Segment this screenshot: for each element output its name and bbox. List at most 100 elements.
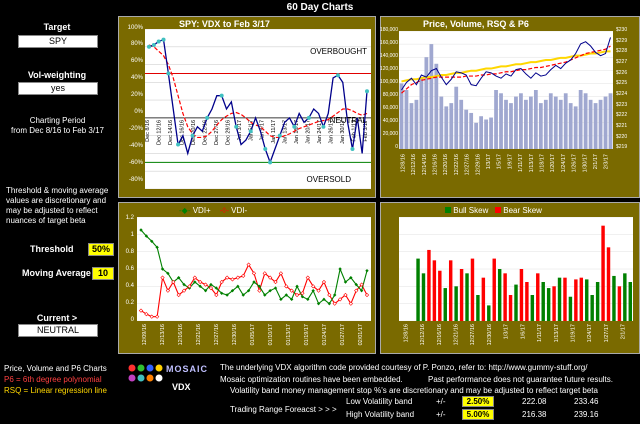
volume-bar [429, 44, 434, 149]
vdi-plus-point [230, 288, 235, 293]
volume-bar [459, 99, 464, 149]
vdi-chart-panel: -◆- VDI+ -◊- VDI- 1.2 1 0.8 0.6 0.4 0.2 … [118, 202, 376, 354]
vdx-point [350, 147, 355, 151]
vdx-point [234, 124, 239, 129]
low-band-pct[interactable]: 2.50% [462, 396, 494, 407]
vdi-ytick: 1.2 [125, 215, 134, 221]
volume-bar [484, 119, 488, 149]
page-title: 60 Day Charts [286, 2, 354, 13]
vdi-minus-point [192, 275, 197, 280]
volume-bar [598, 99, 603, 149]
vdi-xtick: 02/01/17 [358, 324, 364, 345]
price-xtick: 1/30/17 [582, 154, 588, 172]
vdx-point [161, 37, 166, 42]
vdx-point [147, 44, 151, 49]
volume-bar [519, 93, 523, 149]
vdx-point [166, 71, 171, 76]
bull-skew-bar [530, 295, 535, 321]
volume-bar [449, 103, 454, 149]
price-ytick: 180,000 [379, 27, 398, 33]
volume-bar [573, 106, 578, 149]
vdi-plus-point [365, 269, 369, 273]
threshold-input[interactable]: 50% [88, 243, 114, 256]
high-band-hi: 239.16 [574, 410, 599, 419]
vdi-minus-point [316, 288, 321, 293]
vdi-plus-legend-marker: -◆- [179, 206, 191, 215]
period-label: Charting Period [29, 116, 86, 125]
vdi-plus-point [316, 301, 321, 306]
bull-legend: Bull Skew [453, 206, 489, 215]
skew-xtick: 1/13/17 [554, 324, 560, 342]
volume-bar [414, 99, 419, 149]
price-ytick: 160,000 [379, 40, 398, 46]
price-y2tick: $219 [616, 144, 628, 151]
volume-bar [434, 63, 439, 149]
price-xtick: 1/26/17 [572, 154, 578, 172]
price-x-axis: 12/8/16 12/12/16 12/14/16 12/16/16 12/20/16 1… [400, 154, 609, 175]
bull-skew-bar [546, 288, 551, 321]
high-band-pct[interactable]: 5.00% [462, 409, 494, 420]
vdi-minus-point [327, 292, 332, 298]
price-y2tick: $222 [616, 112, 628, 119]
price-xtick: 12/20/16 [443, 154, 449, 175]
price-ytick: 60,000 [382, 105, 398, 111]
vdi-plus-point [322, 297, 326, 302]
volume-bar [424, 57, 429, 149]
vdi-minus-point [235, 275, 240, 280]
volume-bar [583, 93, 588, 149]
price-xtick: 1/18/17 [539, 154, 545, 172]
vdx-ytick: 0% [134, 109, 143, 115]
vdi-ytick: 0.4 [125, 283, 134, 289]
price-y2tick: $225 [616, 80, 628, 87]
volume-bar [538, 103, 543, 149]
vdi-ytick: 0 [130, 317, 134, 323]
volume-bar [593, 103, 598, 149]
volume-bar [399, 83, 404, 149]
volume-bar [608, 93, 613, 149]
bear-skew-bar [508, 295, 513, 321]
vdi-minus-point [289, 288, 294, 293]
vdi-ytick: 0.2 [125, 300, 134, 306]
bear-skew-bar [519, 269, 524, 321]
target-value[interactable]: SPY [18, 35, 98, 48]
vdi-xtick: 01/10/17 [268, 324, 274, 345]
volume-bar [464, 109, 469, 149]
skew-xtick: 12/8/16 [403, 324, 409, 342]
vdx-xtick: Dec 12/16 [156, 120, 162, 145]
price-ytick: 100,000 [379, 79, 398, 85]
ma-input[interactable]: 10 [92, 267, 114, 280]
high-band-lo: 216.38 [522, 410, 547, 419]
vdi-minus-point [187, 284, 192, 289]
skew-xtick: 12/27/16 [470, 324, 476, 345]
volume-bar [578, 90, 583, 149]
price-y2tick: $220 [616, 133, 628, 140]
volume-bar [563, 93, 568, 149]
bear-skew-bar [525, 282, 529, 321]
volume-bar [548, 93, 553, 149]
vdx-ytick: 20% [130, 92, 143, 98]
price-ytick: 20,000 [382, 131, 398, 137]
vdx-xtick: Jan 18/17 [294, 120, 300, 144]
vdi-minus-point [294, 292, 300, 298]
vdi-xtick: 01/13/17 [286, 324, 292, 345]
vdx-point [205, 115, 210, 120]
vdi-minus-point [359, 282, 364, 287]
vdx-plot-area: Dec 8/16 Dec 12/16 Dec 14/16 Dec 16/16 Dec 2… [145, 28, 371, 190]
vdi-plot-area [137, 216, 371, 322]
volume-bar [528, 96, 533, 149]
vdi-plus-point [203, 288, 208, 293]
threshold-label: Threshold [30, 244, 74, 254]
vdi-plot-svg [137, 216, 371, 322]
vol-value[interactable]: yes [18, 82, 98, 95]
ma-label: Moving Average [22, 268, 91, 278]
price-plot-svg [399, 30, 613, 150]
footer-mosaic-note: Mosaic optimization routines have been e… [220, 375, 403, 384]
vdi-minus-point [230, 277, 235, 282]
bear-skew-bar [563, 277, 567, 321]
bull-skew-bar [541, 282, 545, 321]
bear-skew-bar [492, 258, 496, 321]
vdx-ytick: -60% [128, 160, 143, 166]
price-y2tick: $228 [616, 48, 628, 55]
vdi-minus-point [203, 282, 208, 287]
vdi-ytick: 0.6 [125, 266, 134, 272]
